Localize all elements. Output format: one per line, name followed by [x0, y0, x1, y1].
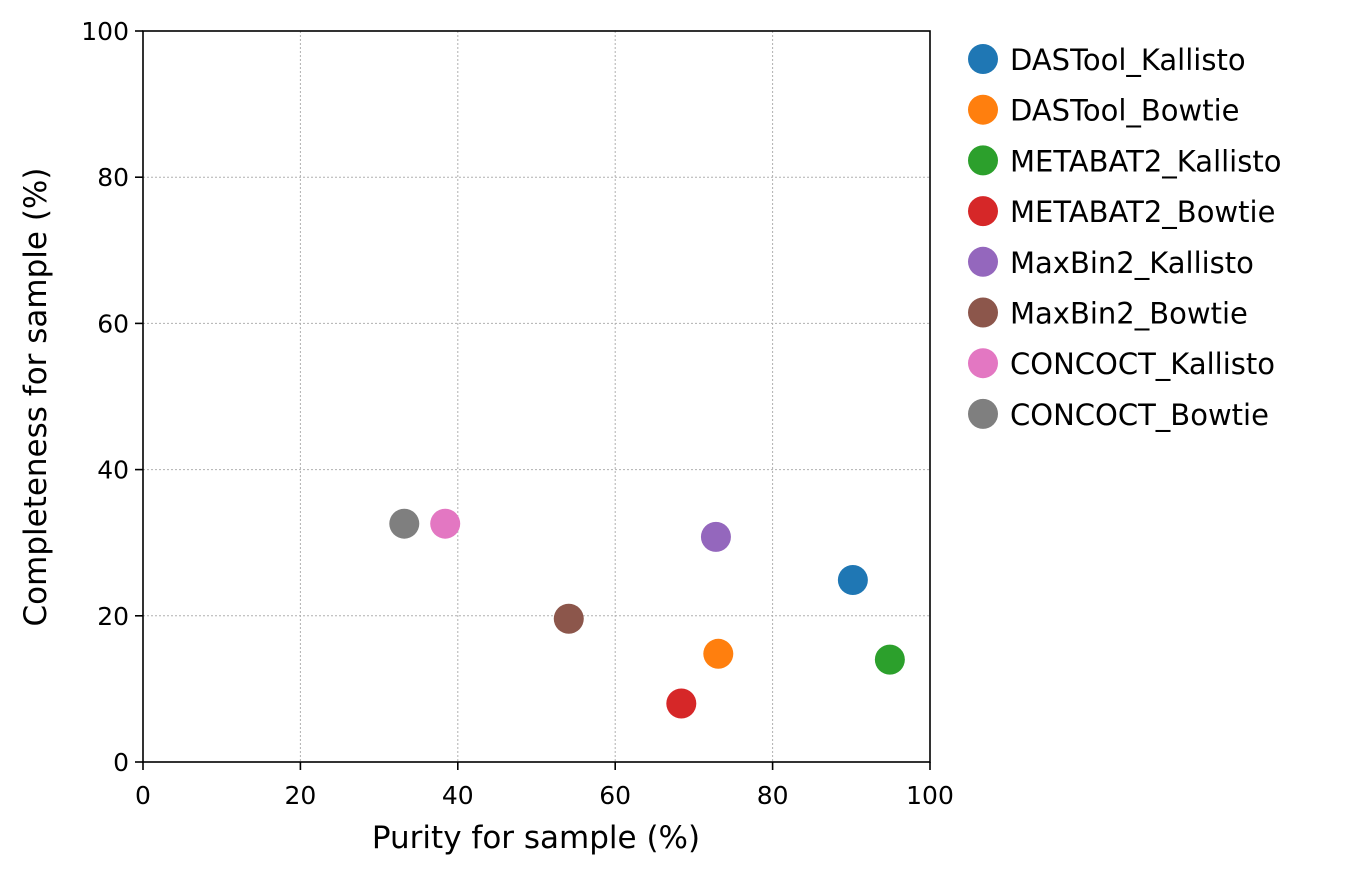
- legend-label: METABAT2_Bowtie: [1010, 195, 1275, 229]
- legend: DASTool_Kallisto DASTool_Bowtie METABAT2_K…: [968, 43, 1281, 432]
- y-axis-label: Completeness for sample (%): [18, 168, 54, 627]
- data-point: [553, 603, 584, 634]
- legend-marker: [968, 398, 998, 429]
- legend-marker: [968, 246, 998, 277]
- data-point: [874, 644, 905, 675]
- data-point: [389, 508, 420, 539]
- legend-marker: [968, 44, 998, 74]
- x-tick-label: 0: [135, 781, 151, 810]
- legend-marker: [968, 145, 998, 176]
- legend-label: MaxBin2_Bowtie: [1010, 297, 1248, 331]
- legend-label: CONCOCT_Kallisto: [1010, 347, 1275, 381]
- data-point: [666, 688, 697, 719]
- y-tick-label: 60: [97, 309, 129, 338]
- data-point: [837, 564, 868, 595]
- data-point: [430, 508, 461, 539]
- y-tick-label: 20: [97, 602, 129, 631]
- data-point: [700, 521, 731, 552]
- data-points: [389, 508, 905, 719]
- x-tick-label: 60: [599, 781, 631, 810]
- legend-label: DASTool_Kallisto: [1010, 43, 1246, 77]
- x-tick-label: 100: [906, 781, 954, 810]
- y-tick-label: 40: [97, 456, 129, 485]
- plot-frame: [142, 30, 931, 763]
- x-tick-label: 20: [284, 781, 316, 810]
- x-tick-label: 40: [442, 781, 474, 810]
- legend-marker: [968, 297, 998, 328]
- legend-label: MaxBin2_Kallisto: [1010, 246, 1254, 280]
- legend-label: CONCOCT_Bowtie: [1010, 398, 1269, 432]
- y-tick-label: 100: [81, 17, 129, 46]
- axis-ticks: 0 20 40 60 80 100 0 20 40 60 80 100: [81, 17, 954, 810]
- y-tick-label: 80: [97, 163, 129, 192]
- grid-lines: [142, 30, 931, 763]
- y-tick-label: 0: [113, 748, 129, 777]
- x-axis-label: Purity for sample (%): [372, 820, 700, 856]
- legend-label: METABAT2_Kallisto: [1010, 144, 1281, 178]
- legend-marker: [968, 196, 998, 227]
- data-point: [703, 638, 734, 669]
- legend-marker: [968, 94, 998, 125]
- legend-label: DASTool_Bowtie: [1010, 94, 1240, 128]
- x-tick-label: 80: [757, 781, 789, 810]
- legend-marker: [968, 348, 998, 379]
